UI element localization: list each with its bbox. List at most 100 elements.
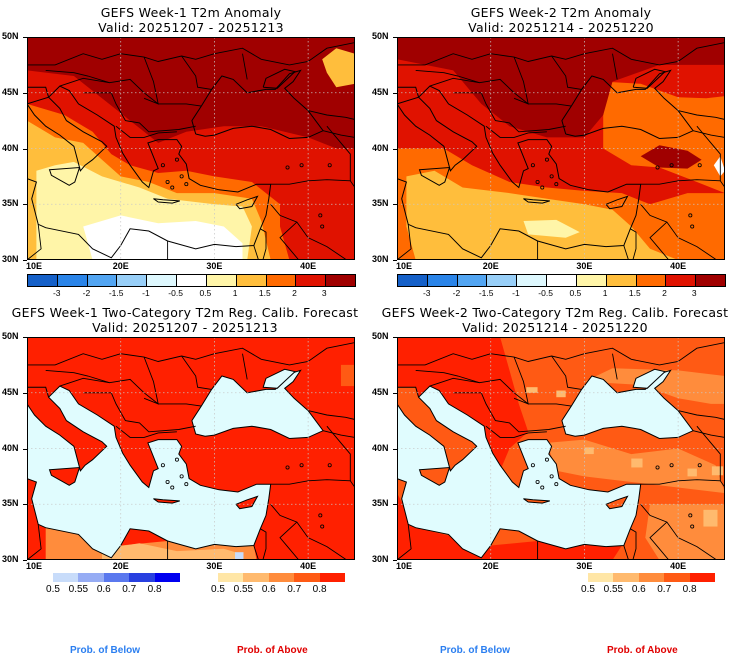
probability-fill-layer	[102, 543, 243, 560]
country-border	[45, 69, 110, 84]
colorbar-swatch	[177, 275, 207, 286]
colorbar-label: 3	[321, 288, 327, 298]
country-border	[270, 504, 348, 560]
island	[320, 524, 325, 529]
y-tick-label: 30N	[372, 554, 389, 564]
island	[697, 163, 702, 168]
island	[174, 157, 179, 162]
y-tick-mark	[393, 37, 397, 38]
island	[544, 157, 549, 162]
y-tick-mark	[23, 504, 27, 506]
country-border	[640, 179, 725, 188]
colorbar-swatch	[517, 275, 548, 286]
colorbar-label: -2	[82, 288, 91, 298]
country-border	[677, 410, 725, 420]
country-border	[485, 425, 547, 438]
country-border	[649, 221, 670, 260]
island	[554, 182, 559, 187]
y-tick-label: 50N	[372, 331, 389, 341]
island	[285, 465, 290, 470]
black-sea-coast	[561, 69, 694, 140]
country-border	[270, 479, 355, 488]
colorbar-swatch	[636, 275, 667, 286]
probability-fill-layer	[235, 552, 244, 560]
country-border	[397, 353, 585, 366]
y-tick-label: 45N	[2, 386, 19, 397]
italy-landmass	[27, 386, 108, 472]
country-border	[397, 224, 412, 260]
y-tick-label: 50N	[2, 31, 19, 41]
y-tick-label: 30N	[372, 254, 389, 264]
colorbar-swatch	[87, 275, 118, 286]
prob-colorbar-swatch	[689, 573, 716, 582]
cyprus-coast	[605, 195, 629, 210]
black-sea	[191, 369, 324, 440]
country-border	[59, 377, 202, 407]
island	[160, 463, 165, 468]
prob-colorbar-label: 0.6	[261, 584, 276, 595]
country-border	[692, 130, 725, 138]
country-border	[415, 369, 480, 384]
anomaly-fill-layer	[713, 156, 725, 177]
mediterranean-coast	[27, 85, 272, 259]
borders-group	[397, 42, 725, 260]
probability-fill-patch	[556, 390, 566, 398]
colorbar-swatch	[236, 275, 267, 286]
country-border	[307, 110, 355, 120]
x-tick-label: 40E	[670, 261, 687, 271]
azov-coast	[262, 68, 297, 89]
prob-colorbar-label: 0.7	[122, 584, 137, 595]
borders-group	[397, 342, 725, 560]
panel3-below-colorbar	[53, 573, 181, 582]
azov-coast	[632, 68, 667, 89]
y-tick-label: 45N	[372, 86, 389, 97]
country-border	[27, 53, 215, 66]
country-border	[485, 125, 547, 138]
island	[554, 482, 559, 487]
prob-colorbar-label: 0.6	[96, 584, 111, 595]
x-tick-label: 40E	[670, 561, 687, 571]
probability-fill-patch	[584, 447, 594, 455]
y-tick-mark	[23, 37, 27, 38]
panel4-prob-above-label: Prob. of Above	[607, 645, 678, 656]
y-tick-label: 35N	[372, 198, 389, 209]
probability-fill-patch	[631, 458, 643, 468]
y-tick-label: 35N	[2, 198, 19, 209]
y-tick-label: 30N	[2, 254, 19, 264]
prob-colorbar-swatch	[319, 573, 346, 582]
country-border	[59, 77, 202, 107]
country-border	[640, 479, 725, 488]
island	[688, 513, 693, 518]
colorbar-label: 2	[292, 288, 297, 298]
map-frame	[397, 37, 725, 260]
map-svg	[397, 337, 725, 560]
anomaly-fill-layer	[640, 145, 702, 169]
colorbar-swatch	[606, 275, 637, 286]
y-tick-label: 40N	[372, 142, 389, 153]
country-border	[253, 545, 259, 560]
country-border	[242, 53, 248, 80]
italy-coast	[27, 86, 108, 172]
country-border	[415, 69, 480, 84]
prob-colorbar-label: 0.55	[233, 584, 254, 595]
country-border	[307, 410, 355, 420]
island	[540, 185, 545, 190]
y-tick-mark	[393, 560, 397, 561]
x-tick-label: 10E	[396, 261, 413, 271]
y-tick-mark	[393, 260, 397, 261]
crete-coast	[153, 198, 180, 204]
colorbar-swatch	[427, 275, 458, 286]
country-border	[630, 528, 637, 560]
cyprus-landmass	[605, 495, 629, 510]
prob-colorbar-swatch	[218, 573, 244, 582]
colorbar-swatch	[398, 275, 428, 286]
islands-group	[160, 157, 332, 229]
prob-colorbar-label: 0.8	[147, 584, 162, 595]
colorbar-label: 1.5	[628, 288, 641, 298]
land-overlay-group	[397, 386, 629, 510]
island	[669, 463, 674, 468]
island	[179, 174, 184, 179]
map-svg	[27, 37, 355, 260]
x-tick-label: 20E	[482, 261, 499, 271]
y-tick-mark	[23, 337, 27, 338]
